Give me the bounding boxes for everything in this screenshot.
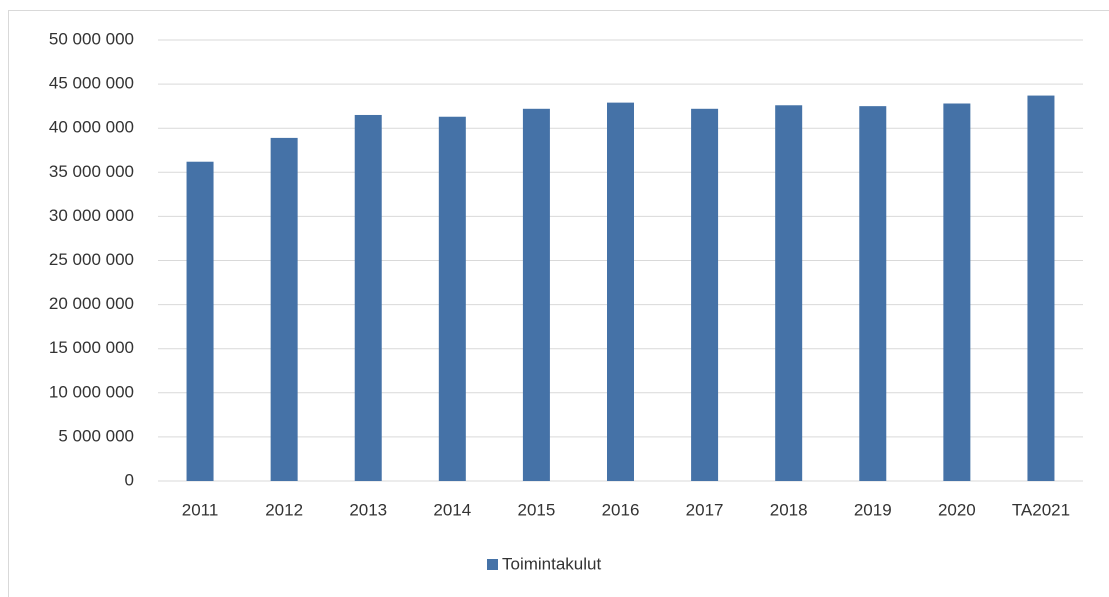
bar: [270, 137, 298, 482]
x-tick-label: 2012: [265, 500, 303, 519]
x-tick-label: 2016: [602, 500, 640, 519]
y-tick-label: 10 000 000: [49, 382, 134, 401]
bar: [438, 116, 466, 481]
y-tick-label: 35 000 000: [49, 162, 134, 181]
x-tick-label: 2018: [770, 500, 808, 519]
bar: [522, 108, 550, 482]
x-tick-label: 2020: [938, 500, 976, 519]
x-tick-label: 2014: [433, 500, 471, 519]
legend-swatch: [487, 559, 498, 570]
y-tick-label: 40 000 000: [49, 118, 134, 137]
y-tick-label: 15 000 000: [49, 338, 134, 357]
y-tick-label: 50 000 000: [49, 29, 134, 48]
x-tick-label: 2015: [517, 500, 555, 519]
bar: [859, 106, 887, 482]
y-tick-label: 25 000 000: [49, 250, 134, 269]
bar: [943, 103, 971, 481]
x-tick-label: 2011: [182, 500, 219, 519]
bar: [607, 102, 634, 481]
bar: [354, 114, 382, 481]
x-tick-label: 2013: [349, 500, 387, 519]
x-tick-label: TA2021: [1012, 500, 1070, 519]
bar: [775, 105, 803, 481]
y-tick-label: 45 000 000: [49, 74, 134, 93]
chart-frame: [8, 10, 1109, 597]
x-tick-label: 2019: [854, 500, 892, 519]
y-tick-label: 5 000 000: [58, 426, 134, 445]
bar: [1027, 95, 1055, 481]
x-tick-label: 2017: [686, 500, 724, 519]
y-tick-label: 20 000 000: [49, 294, 134, 313]
bar: [186, 161, 214, 481]
y-tick-label: 30 000 000: [49, 206, 134, 225]
legend-label: Toimintakulut: [502, 554, 601, 573]
bar: [691, 108, 719, 482]
y-tick-label: 0: [125, 470, 134, 489]
